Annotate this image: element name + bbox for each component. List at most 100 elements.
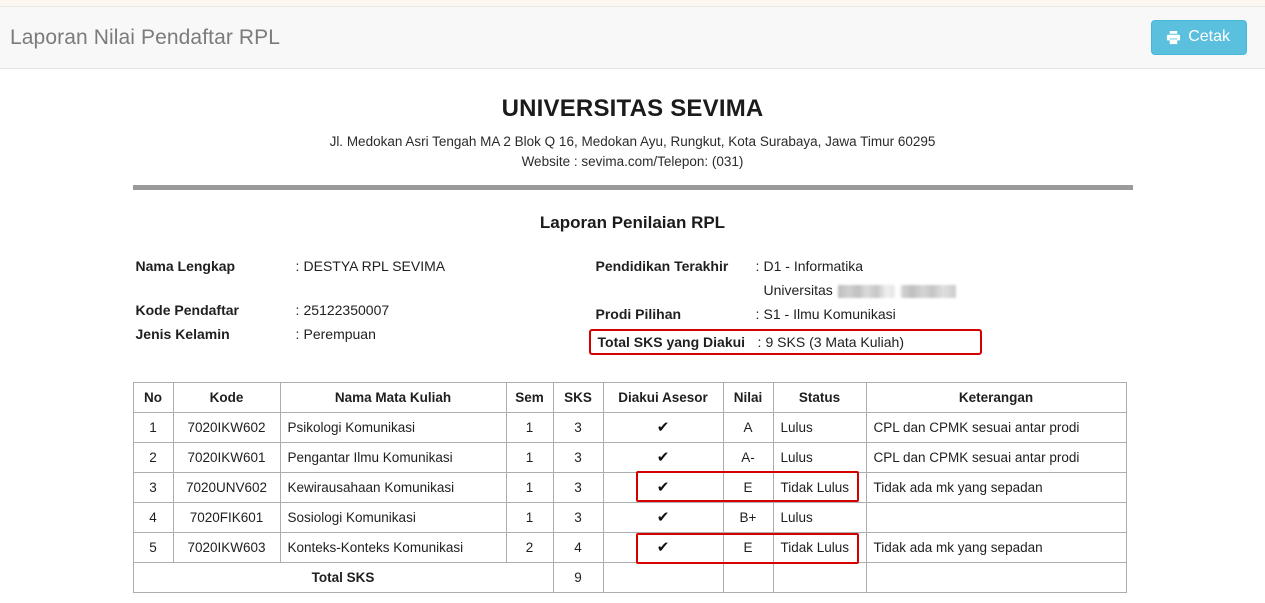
- cell-status: Lulus: [772, 411, 867, 443]
- cell-sem: 1: [505, 411, 554, 443]
- field-pendidikan-terakhir-separator: :: [755, 258, 760, 275]
- field-jenis-kelamin-label: Jenis Kelamin: [135, 326, 230, 343]
- cell-nilai: A-: [722, 441, 774, 473]
- cell-no: 3: [132, 471, 174, 503]
- report-body: UNIVERSITAS SEVIMA Jl. Medokan Asri Teng…: [132, 69, 1133, 593]
- col-header-nilai: Nilai: [722, 381, 774, 413]
- cell-diakui-check-icon: ✔: [602, 411, 724, 443]
- table-row: 5 7020IKW603 Konteks-Konteks Komunikasi …: [132, 531, 1127, 563]
- field-jenis-kelamin: Jenis Kelamin : Perempuan: [136, 323, 596, 347]
- cell-diakui-check-icon: ✔: [602, 441, 724, 473]
- printer-icon: [1166, 30, 1181, 45]
- cell-nilai: E: [722, 471, 774, 503]
- col-header-status: Status: [772, 381, 867, 413]
- cell-nama-mk: Sosiologi Komunikasi: [279, 501, 507, 533]
- col-header-diakui: Diakui Asesor: [602, 381, 724, 413]
- cell-no: 1: [132, 411, 174, 443]
- cell-status: Lulus: [772, 441, 867, 473]
- cell-sks: 3: [552, 411, 604, 443]
- cell-sks: 4: [552, 531, 604, 563]
- field-total-sks-diakui-label: Total SKS yang Diakui: [597, 333, 746, 350]
- cell-nama-mk: Psikologi Komunikasi: [279, 411, 507, 443]
- cell-keterangan: CPL dan CPMK sesuai antar prodi: [865, 441, 1127, 473]
- field-prodi-pilihan-separator: :: [755, 305, 760, 322]
- cell-diakui-check-icon: ✔: [602, 471, 724, 503]
- table-row: 1 7020IKW602 Psikologi Komunikasi 1 3 ✔ …: [132, 411, 1127, 443]
- institution-contact: Website : sevima.com/Telepon: (031): [521, 153, 744, 169]
- field-pendidikan-terakhir: Pendidikan Terakhir : D1 - Informatika: [596, 255, 1096, 279]
- cell-no: 5: [132, 531, 174, 563]
- table-row: 3 7020UNV602 Kewirausahaan Komunikasi 1 …: [132, 471, 1127, 503]
- print-button[interactable]: Cetak: [1151, 20, 1247, 55]
- field-pendidikan-universitas-text: Universitas: [763, 282, 833, 299]
- grades-table-head: No Kode Nama Mata Kuliah Sem SKS Diakui …: [132, 381, 1127, 413]
- cell-keterangan: Tidak ada mk yang sepadan: [865, 531, 1127, 563]
- identity-right-column: Pendidikan Terakhir : D1 - Informatika U…: [588, 255, 1096, 355]
- cell-status: Tidak Lulus: [772, 531, 867, 563]
- cell-kode: 7020UNV602: [172, 471, 281, 503]
- field-prodi-pilihan-label: Prodi Pilihan: [595, 305, 682, 322]
- identity-block: Nama Lengkap : DESTYA RPL SEVIMA Kode Pe…: [133, 255, 1133, 355]
- cell-nilai: A: [722, 411, 774, 443]
- field-nama-lengkap-separator: :: [295, 258, 300, 275]
- cell-sem: 1: [505, 471, 554, 503]
- cell-kode: 7020IKW601: [172, 441, 281, 473]
- field-nama-lengkap-value: DESTYA RPL SEVIMA: [303, 258, 446, 275]
- field-kode-pendaftar-separator: :: [295, 302, 300, 319]
- field-jenis-kelamin-value: Perempuan: [303, 326, 376, 343]
- col-header-sem: Sem: [505, 381, 554, 413]
- table-total-row: Total SKS 9: [132, 561, 1127, 593]
- cell-sks: 3: [552, 501, 604, 533]
- cell-no: 4: [132, 501, 174, 533]
- field-nama-lengkap: Nama Lengkap : DESTYA RPL SEVIMA: [136, 255, 596, 279]
- report-title: Laporan Penilaian RPL: [539, 213, 726, 233]
- col-header-keterangan: Keterangan: [865, 381, 1127, 413]
- institution-name: UNIVERSITAS SEVIMA: [501, 95, 764, 122]
- field-prodi-pilihan-value: S1 - Ilmu Komunikasi: [763, 305, 896, 322]
- cell-sem: 1: [505, 441, 554, 473]
- field-pendidikan-terakhir-label: Pendidikan Terakhir: [595, 258, 729, 275]
- cell-nama-mk: Kewirausahaan Komunikasi: [279, 471, 507, 503]
- field-kode-pendaftar: Kode Pendaftar : 25122350007: [136, 299, 596, 323]
- total-sks-value: 9: [552, 561, 604, 593]
- field-nama-lengkap-label: Nama Lengkap: [135, 258, 236, 275]
- field-kode-pendaftar-value: 25122350007: [303, 302, 390, 319]
- total-diakui-empty: [602, 561, 724, 593]
- total-status-empty: [772, 561, 867, 593]
- institution-address: Jl. Medokan Asri Tengah MA 2 Blok Q 16, …: [329, 134, 936, 149]
- col-header-sks: SKS: [552, 381, 604, 413]
- cell-status: Tidak Lulus: [772, 471, 867, 503]
- cell-nilai: B+: [722, 501, 774, 533]
- redacted-university-name: [837, 284, 956, 298]
- cell-sks: 3: [552, 471, 604, 503]
- field-pendidikan-terakhir-value: D1 - Informatika: [763, 258, 864, 275]
- cell-sem: 1: [505, 501, 554, 533]
- field-pendidikan-terakhir-line2: Universitas: [596, 279, 1096, 303]
- cell-nama-mk: Konteks-Konteks Komunikasi: [279, 531, 507, 563]
- cell-sks: 3: [552, 441, 604, 473]
- total-sks-label: Total SKS: [132, 561, 554, 593]
- table-row: 4 7020FIK601 Sosiologi Komunikasi 1 3 ✔ …: [132, 501, 1127, 533]
- table-header-row: No Kode Nama Mata Kuliah Sem SKS Diakui …: [132, 381, 1127, 413]
- cell-nilai: E: [722, 531, 774, 563]
- cell-keterangan: CPL dan CPMK sesuai antar prodi: [865, 411, 1127, 443]
- cell-kode: 7020IKW603: [172, 531, 281, 563]
- total-keterangan-empty: [865, 561, 1127, 593]
- cell-diakui-check-icon: ✔: [602, 501, 724, 533]
- field-total-sks-diakui-value: 9 SKS (3 Mata Kuliah): [765, 333, 905, 350]
- page-header-bar: Laporan Nilai Pendaftar RPL Cetak: [0, 7, 1265, 69]
- page-title: Laporan Nilai Pendaftar RPL: [10, 25, 281, 49]
- print-button-label: Cetak: [1188, 28, 1230, 45]
- cell-status: Lulus: [772, 501, 867, 533]
- grades-table-wrapper: No Kode Nama Mata Kuliah Sem SKS Diakui …: [132, 381, 1133, 593]
- cell-diakui-check-icon: ✔: [602, 531, 724, 563]
- identity-left-column: Nama Lengkap : DESTYA RPL SEVIMA Kode Pe…: [136, 255, 596, 355]
- table-row: 2 7020IKW601 Pengantar Ilmu Komunikasi 1…: [132, 441, 1127, 473]
- field-total-sks-diakui-separator: :: [757, 333, 762, 350]
- cell-no: 2: [132, 441, 174, 473]
- field-kode-pendaftar-label: Kode Pendaftar: [135, 302, 239, 319]
- cell-kode: 7020FIK601: [172, 501, 281, 533]
- cell-sem: 2: [505, 531, 554, 563]
- col-header-no: No: [132, 381, 174, 413]
- grades-table: No Kode Nama Mata Kuliah Sem SKS Diakui …: [132, 381, 1127, 593]
